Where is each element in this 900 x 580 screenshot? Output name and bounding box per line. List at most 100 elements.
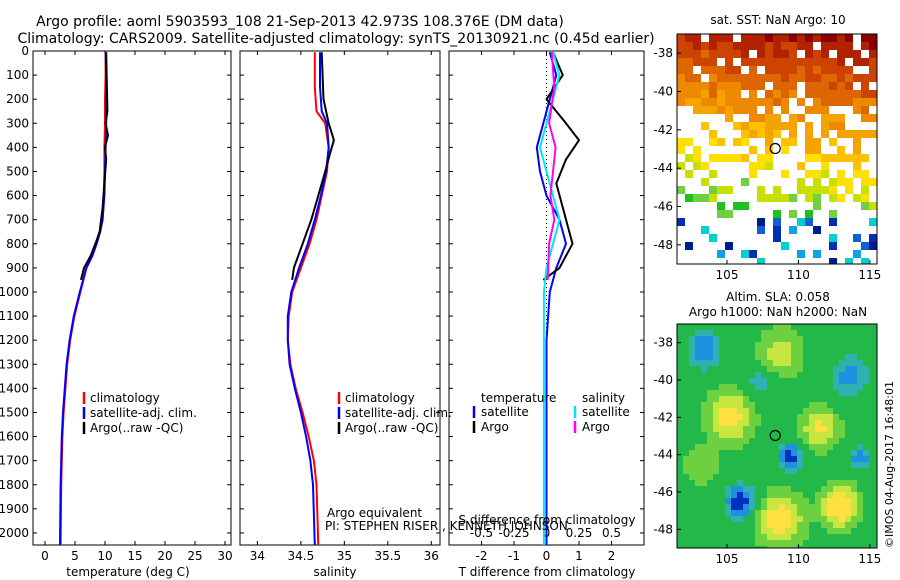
sla-cell (701, 528, 707, 534)
sla-cell (701, 480, 707, 486)
map-ytick-label: -38 (653, 46, 673, 60)
sla-cell (833, 534, 839, 540)
sst-cell (709, 82, 717, 90)
sla-cell (761, 504, 767, 510)
sla-cell (809, 534, 815, 540)
sla-cell (833, 546, 839, 548)
sla-cell (683, 480, 689, 486)
sst-cell (765, 98, 773, 106)
sla-cell (839, 456, 845, 462)
sla-cell (863, 438, 869, 444)
sst-cell (789, 74, 797, 82)
sst-cell (797, 162, 805, 170)
sla-cell (785, 426, 791, 432)
sla-cell (761, 348, 767, 354)
sla-cell (743, 378, 749, 384)
sla-cell (797, 324, 803, 330)
sla-cell (749, 354, 755, 360)
sla-cell (785, 486, 791, 492)
sla-cell (677, 510, 683, 516)
temp-xtick-label: 10 (97, 549, 112, 563)
sla-cell (863, 372, 869, 378)
sla-cell (737, 366, 743, 372)
sla-cell (821, 516, 827, 522)
sla-cell (755, 438, 761, 444)
sla-cell (749, 432, 755, 438)
sla-cell (863, 546, 869, 548)
sst-cell (821, 34, 829, 42)
sla-cell (767, 438, 773, 444)
sla-cell (737, 390, 743, 396)
sla-cell (791, 420, 797, 426)
sst-cell (709, 130, 717, 138)
sla-cell (767, 402, 773, 408)
sla-map-title2: Argo h1000: NaN h2000: NaN (689, 305, 867, 319)
sla-cell (689, 342, 695, 348)
sla-cell (755, 348, 761, 354)
sla-cell (857, 426, 863, 432)
sla-cell (719, 522, 725, 528)
sla-cell (743, 510, 749, 516)
sla-cell (755, 372, 761, 378)
sla-cell (701, 372, 707, 378)
sst-cell (733, 42, 741, 50)
sla-cell (869, 438, 875, 444)
sla-cell (803, 402, 809, 408)
sla-cell (875, 528, 877, 534)
sla-cell (749, 420, 755, 426)
sla-cell (815, 426, 821, 432)
sla-cell (695, 378, 701, 384)
sla-cell (755, 324, 761, 330)
sst-cell (829, 154, 837, 162)
sla-cell (695, 414, 701, 420)
sla-cell (863, 450, 869, 456)
sla-cell (845, 480, 851, 486)
sla-cell (713, 378, 719, 384)
sla-cell (791, 378, 797, 384)
sla-cell (815, 324, 821, 330)
diff-top-tick-label: 0.25 (566, 526, 593, 540)
sla-cell (695, 528, 701, 534)
sla-cell (695, 522, 701, 528)
sla-cell (809, 360, 815, 366)
sla-cell (689, 546, 695, 548)
sla-cell (857, 492, 863, 498)
sla-cell (719, 402, 725, 408)
sla-cell (707, 498, 713, 504)
sst-cell (685, 170, 693, 178)
map-xtick-label: 115 (858, 268, 881, 282)
sla-cell (779, 414, 785, 420)
sla-cell (689, 414, 695, 420)
sst-cell (781, 122, 789, 130)
sla-cell (851, 492, 857, 498)
sla-cell (755, 528, 761, 534)
sst-cell (813, 138, 821, 146)
sla-cell (791, 504, 797, 510)
sla-cell (809, 372, 815, 378)
sst-cell (797, 66, 805, 74)
sla-cell (803, 468, 809, 474)
sla-cell (845, 432, 851, 438)
diff-legend: temperature salinity satellite Argo sate… (472, 391, 630, 434)
sla-cell (803, 492, 809, 498)
sla-cell (839, 342, 845, 348)
sst-cell (845, 66, 853, 74)
sla-cell (713, 330, 719, 336)
sla-cell (689, 444, 695, 450)
sla-cell (725, 546, 731, 548)
sla-cell (731, 438, 737, 444)
sst-cell (805, 34, 813, 42)
sst-cell (757, 130, 765, 138)
sla-cell (869, 510, 875, 516)
sst-cell (717, 90, 725, 98)
sla-cell (809, 408, 815, 414)
sla-cell (743, 468, 749, 474)
sla-cell (677, 396, 683, 402)
sla-cell (821, 486, 827, 492)
sst-cell (861, 258, 869, 264)
sla-cell (749, 408, 755, 414)
sla-cell (749, 486, 755, 492)
sla-cell (845, 378, 851, 384)
sst-cell (829, 34, 837, 42)
sla-cell (803, 408, 809, 414)
